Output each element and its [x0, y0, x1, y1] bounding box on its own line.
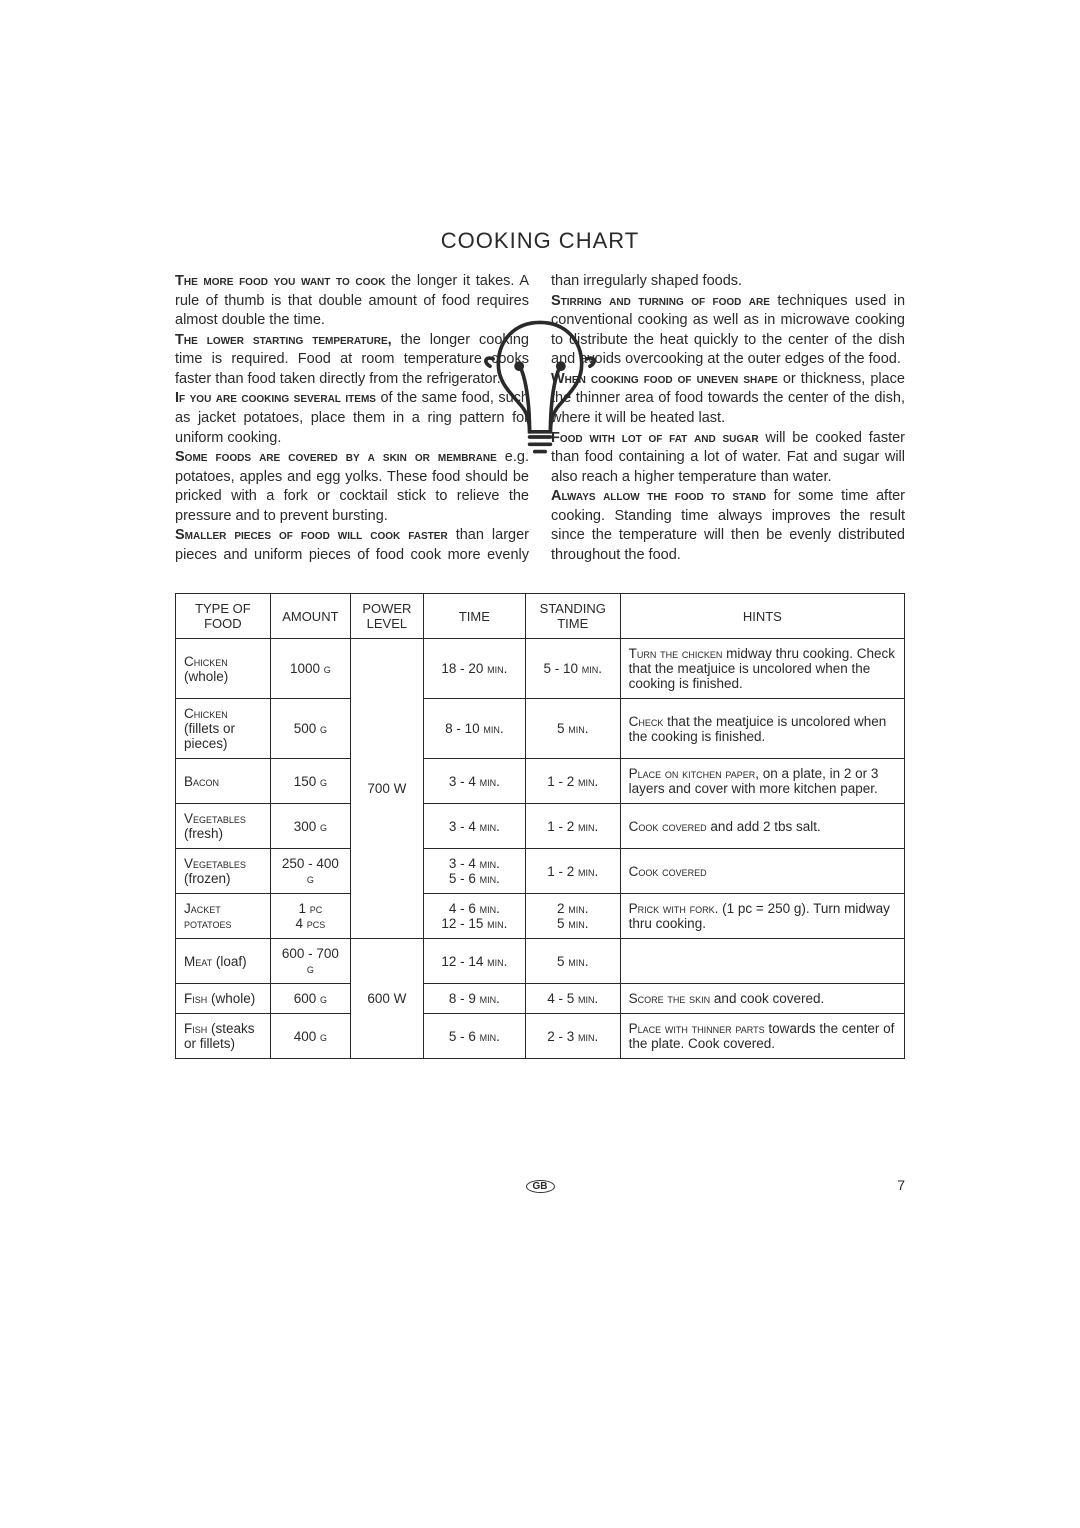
th-food: TYPE OF FOOD [176, 594, 271, 639]
th-standing: STANDING TIME [525, 594, 620, 639]
page-container: COOKING CHART The more food you want to … [0, 0, 1080, 1059]
page-footer: GB [0, 1177, 1080, 1193]
tip-lead: Smaller pieces of food will cook faster [175, 527, 448, 543]
table-header-row: TYPE OF FOOD AMOUNT POWER LEVEL TIME STA… [176, 594, 905, 639]
table-row: Chicken (fillets or pieces)500 g8 - 10 m… [176, 699, 905, 759]
th-time: TIME [423, 594, 525, 639]
cooking-table: TYPE OF FOOD AMOUNT POWER LEVEL TIME STA… [175, 593, 905, 1059]
lang-badge: GB [526, 1180, 555, 1193]
table-row: Vegetables (frozen)250 - 400 g3 - 4 min.… [176, 849, 905, 894]
tip-lead: Stirring and turning of food are [551, 293, 770, 309]
tip-lead: Always allow the food to stand [551, 488, 766, 504]
page-title: COOKING CHART [175, 228, 905, 254]
table-row: Chicken (whole)1000 g700 W18 - 20 min.5 … [176, 639, 905, 699]
tip-lead: Some foods are covered by a skin or memb… [175, 449, 497, 465]
table-row: Meat (loaf)600 - 700 g600 W12 - 14 min.5… [176, 939, 905, 984]
tips-content: The more food you want to cook the longe… [175, 272, 905, 565]
table-row: Bacon150 g3 - 4 min.1 - 2 min.Place on k… [176, 759, 905, 804]
cooking-table-wrap: TYPE OF FOOD AMOUNT POWER LEVEL TIME STA… [175, 593, 905, 1059]
th-power: POWER LEVEL [350, 594, 423, 639]
tip-lead: The lower starting temperature, [175, 332, 392, 348]
table-row: Vegetables (fresh)300 g3 - 4 min.1 - 2 m… [176, 804, 905, 849]
th-amount: AMOUNT [270, 594, 350, 639]
tip-lead: The more food you want to cook [175, 273, 385, 289]
th-hints: HINTS [620, 594, 904, 639]
table-row: Fish (steaks or fillets)400 g5 - 6 min.2… [176, 1014, 905, 1059]
table-row: Fish (whole)600 g8 - 9 min.4 - 5 min.Sco… [176, 984, 905, 1014]
table-row: Jacket potatoes1 pc4 pcs4 - 6 min.12 - 1… [176, 894, 905, 939]
page-number: 7 [897, 1177, 905, 1193]
tip-lead: If you are cooking several items [175, 390, 376, 406]
lightbulb-icon [478, 312, 603, 467]
